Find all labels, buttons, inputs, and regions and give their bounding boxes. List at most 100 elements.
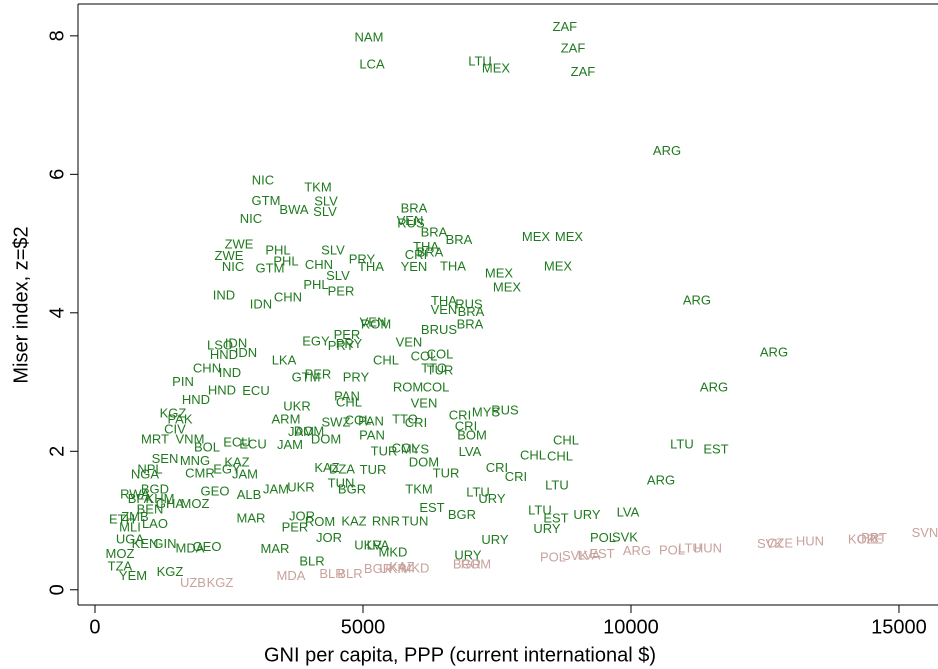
point-label: DOM <box>294 423 324 438</box>
point-label: GEO <box>193 539 222 554</box>
point-label: SLV <box>314 193 338 208</box>
point-label: POL <box>540 549 566 564</box>
point-label: VEN <box>360 315 387 330</box>
point-label: CRI <box>405 415 427 430</box>
point-label: TUN <box>402 513 429 528</box>
point-label: ARG <box>683 292 711 307</box>
point-label: HND <box>182 392 210 407</box>
point-label: MEX <box>485 265 514 280</box>
point-label: JOR <box>289 509 315 524</box>
y-tick-label: 6 <box>46 169 68 180</box>
point-label: BRA <box>457 317 484 332</box>
point-label: ARM <box>272 412 301 427</box>
point-label: THA <box>440 259 466 274</box>
point-label: BOL <box>194 439 220 454</box>
point-label: TZA <box>108 558 133 573</box>
point-label: CRI <box>455 418 477 433</box>
point-label: GTM <box>292 369 321 384</box>
point-label: MEX <box>482 61 511 76</box>
point-label: GEO <box>201 484 230 499</box>
point-label: ECU <box>223 434 250 449</box>
point-label: PAN <box>359 427 385 442</box>
point-label: ARG <box>623 543 651 558</box>
point-label: GTM <box>252 193 281 208</box>
point-label: PER <box>305 367 332 382</box>
point-label: MDA <box>176 540 205 555</box>
point-label: JAM <box>232 466 258 481</box>
point-label: RUS <box>397 216 425 231</box>
x-tick-label: 10000 <box>603 616 659 638</box>
point-label: ROM <box>393 380 423 395</box>
point-label: YEN <box>401 259 428 274</box>
point-label: SVK <box>562 548 588 563</box>
point-label: VNM <box>176 432 205 447</box>
point-label: HUN <box>694 540 722 555</box>
point-label: EST <box>419 500 444 515</box>
point-label: DZA <box>329 461 355 476</box>
point-label: MYS <box>472 405 501 420</box>
point-label: RWA <box>120 486 150 501</box>
point-label: BRA <box>421 225 448 240</box>
point-label: KGZ <box>160 405 187 420</box>
point-label: LVA <box>578 547 601 562</box>
point-label: CHN <box>274 290 302 305</box>
x-tick-label: 0 <box>89 616 100 638</box>
point-label: EGY <box>213 461 241 476</box>
point-label: BGR <box>448 507 476 522</box>
point-label: PAN <box>358 414 384 429</box>
point-label: MKD <box>401 560 430 575</box>
y-tick-label: 4 <box>46 307 68 318</box>
point-label: MDA <box>277 568 306 583</box>
point-label: UKR <box>354 538 381 553</box>
point-label: CHL <box>373 353 399 368</box>
point-label: VEN <box>397 213 424 228</box>
point-label: TUR <box>371 443 398 458</box>
point-label: THA <box>413 239 439 254</box>
point-label: THA <box>358 259 384 274</box>
point-label: HND <box>210 347 238 362</box>
point-label: URY <box>454 547 482 562</box>
point-label: PER <box>282 520 309 535</box>
point-label: BRA <box>401 200 428 215</box>
point-label: UGA <box>116 531 145 546</box>
point-label: BEN <box>137 502 164 517</box>
point-label: LTU <box>468 54 492 69</box>
point-label: MRT <box>141 432 169 447</box>
point-label: IND <box>213 288 235 303</box>
point-label: PER <box>334 327 361 342</box>
point-label: SLV <box>326 268 350 283</box>
point-label: MLI <box>119 520 141 535</box>
point-label: COL <box>392 441 419 456</box>
point-label: PRT <box>861 530 887 545</box>
point-label: BGR <box>453 556 481 571</box>
point-label: RUS <box>455 297 483 312</box>
point-label: DOM <box>409 454 439 469</box>
point-label: POL <box>590 530 616 545</box>
point-label: COL <box>427 346 454 361</box>
point-label: KGZ <box>157 564 184 579</box>
point-label: PHL <box>273 254 298 269</box>
point-label: LVA <box>367 538 390 553</box>
point-label: IDN <box>235 345 257 360</box>
point-label: TTO <box>421 360 447 375</box>
point-label: JAM <box>288 424 314 439</box>
point-label: BGR <box>364 561 392 576</box>
point-label: POL <box>659 542 685 557</box>
point-label: KOR <box>848 531 876 546</box>
point-label: PRY <box>349 252 376 267</box>
point-label: KAZ <box>341 513 366 528</box>
point-label: MOZ <box>181 496 210 511</box>
x-axis-label: GNI per capita, PPP (current internation… <box>264 644 656 666</box>
point-label: CHN <box>305 257 333 272</box>
point-label: COL <box>411 349 438 364</box>
point-label: ROM <box>305 514 335 529</box>
point-label: LTU <box>670 436 694 451</box>
point-label: BLR <box>299 554 324 569</box>
point-label: BRA <box>446 232 473 247</box>
point-label: VEN <box>431 302 458 317</box>
point-label: KAZ <box>389 559 414 574</box>
point-label: ETH <box>109 511 135 526</box>
point-label: BRUS <box>421 322 457 337</box>
